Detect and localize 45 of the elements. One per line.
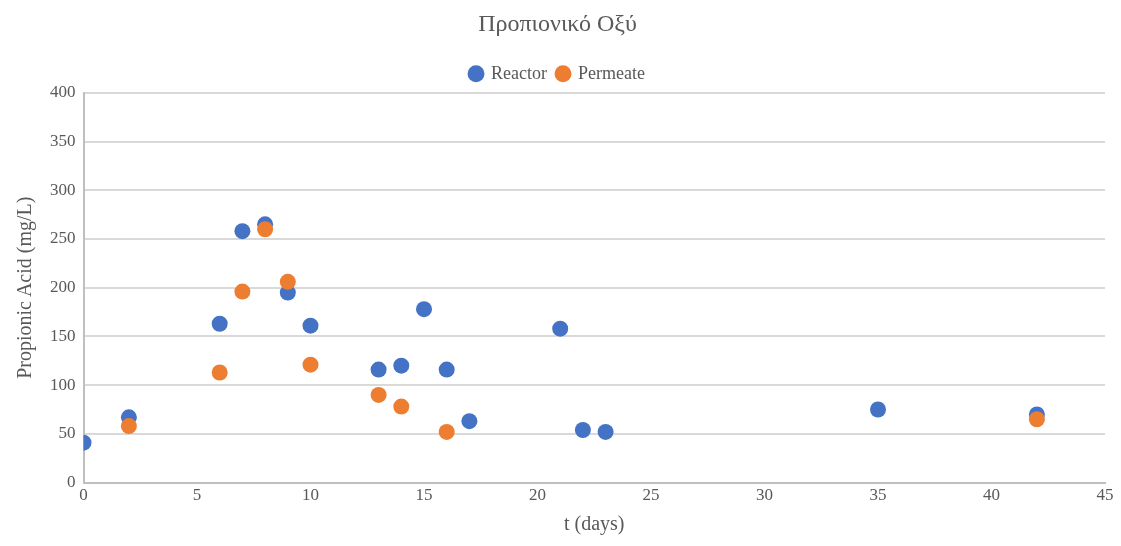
point xyxy=(370,386,387,403)
point xyxy=(461,413,478,430)
chart-title: Προπιονικό Οξύ xyxy=(478,9,637,36)
point xyxy=(370,361,387,378)
y-tick-label: 400 xyxy=(50,82,76,102)
x-tick-label: 40 xyxy=(983,485,1000,505)
y-tick-label: 350 xyxy=(50,130,76,150)
point xyxy=(211,315,228,332)
y-tick-label: 0 xyxy=(67,472,76,492)
x-tick-label: 5 xyxy=(192,485,202,505)
point xyxy=(438,361,455,378)
point xyxy=(279,273,296,290)
point xyxy=(552,320,569,337)
point xyxy=(870,401,886,418)
y-tick-label: 100 xyxy=(50,374,76,394)
y-tick-label: 200 xyxy=(50,277,76,297)
point xyxy=(211,364,228,381)
y-tick-label: 300 xyxy=(50,179,76,199)
point xyxy=(438,423,455,440)
legend-label: Reactor xyxy=(491,62,548,83)
y-axis-title: Propionic Acid (mg/L) xyxy=(13,196,37,379)
point xyxy=(597,423,614,440)
legend-label: Permeate xyxy=(578,62,645,83)
point xyxy=(120,418,137,435)
x-tick-label: 10 xyxy=(302,485,319,505)
point xyxy=(574,421,591,438)
x-tick-label: 25 xyxy=(642,485,660,505)
point xyxy=(393,357,410,374)
point xyxy=(257,221,274,238)
x-tick-label: 45 xyxy=(1096,485,1114,505)
x-tick-label: 35 xyxy=(869,485,887,505)
point xyxy=(234,283,251,300)
point xyxy=(1028,411,1045,428)
x-tick-label: 30 xyxy=(756,485,773,505)
point xyxy=(234,223,251,240)
x-tick-label: 20 xyxy=(529,485,546,505)
point xyxy=(302,317,319,334)
point xyxy=(416,301,432,318)
y-tick-label: 150 xyxy=(50,325,76,345)
y-tick-label: 50 xyxy=(58,423,76,443)
x-tick-label: 15 xyxy=(415,485,433,505)
point xyxy=(393,398,410,415)
point xyxy=(302,356,319,373)
y-tick-label: 250 xyxy=(50,228,76,248)
x-axis-title: t (days) xyxy=(563,512,625,536)
